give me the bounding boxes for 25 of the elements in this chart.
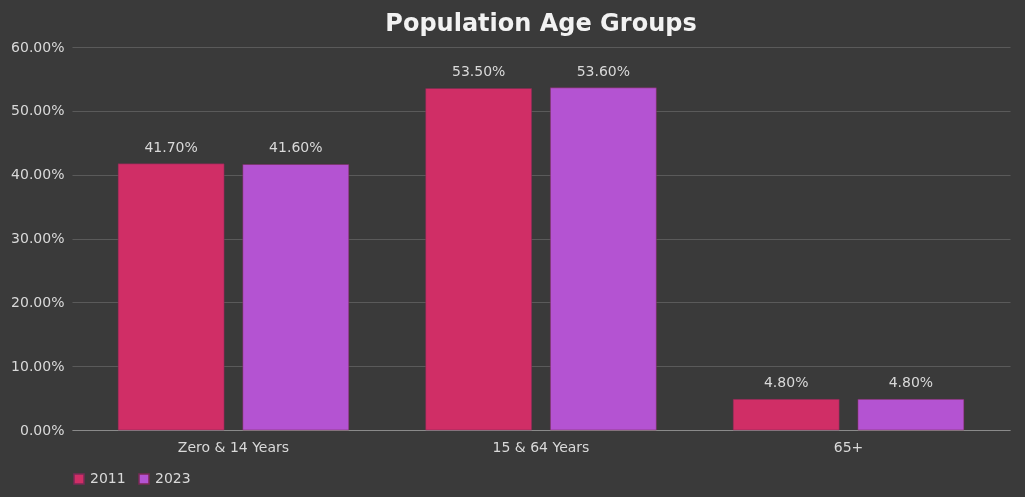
y-tick-label: 30.00% bbox=[11, 230, 65, 246]
bar bbox=[117, 163, 225, 431]
data-label: 41.60% bbox=[269, 139, 323, 156]
y-tick-label: 20.00% bbox=[11, 293, 65, 310]
bar bbox=[425, 88, 532, 431]
legend-label: 2023 bbox=[155, 470, 191, 486]
chart-title: Population Age Groups bbox=[385, 9, 697, 37]
y-tick-label: 0.00% bbox=[20, 421, 65, 438]
y-tick-label: 40.00% bbox=[11, 166, 65, 183]
data-label: 4.80% bbox=[888, 374, 934, 391]
bar bbox=[550, 87, 657, 431]
bar bbox=[242, 164, 350, 431]
x-tick-label: 15 & 64 Years bbox=[492, 438, 590, 455]
bar bbox=[857, 399, 965, 431]
x-tick-label: 65+ bbox=[833, 438, 864, 455]
y-tick-label: 50.00% bbox=[11, 102, 65, 119]
bar bbox=[732, 399, 840, 431]
y-tick-label: 10.00% bbox=[11, 357, 65, 374]
data-label: 41.70% bbox=[144, 138, 198, 155]
data-label: 4.80% bbox=[763, 374, 809, 391]
data-label: 53.50% bbox=[451, 63, 506, 80]
legend-label: 2011 bbox=[90, 470, 126, 486]
x-tick-label: Zero & 14 Years bbox=[177, 438, 290, 455]
y-tick-label: 60.00% bbox=[11, 38, 65, 55]
data-label: 53.60% bbox=[576, 62, 631, 79]
